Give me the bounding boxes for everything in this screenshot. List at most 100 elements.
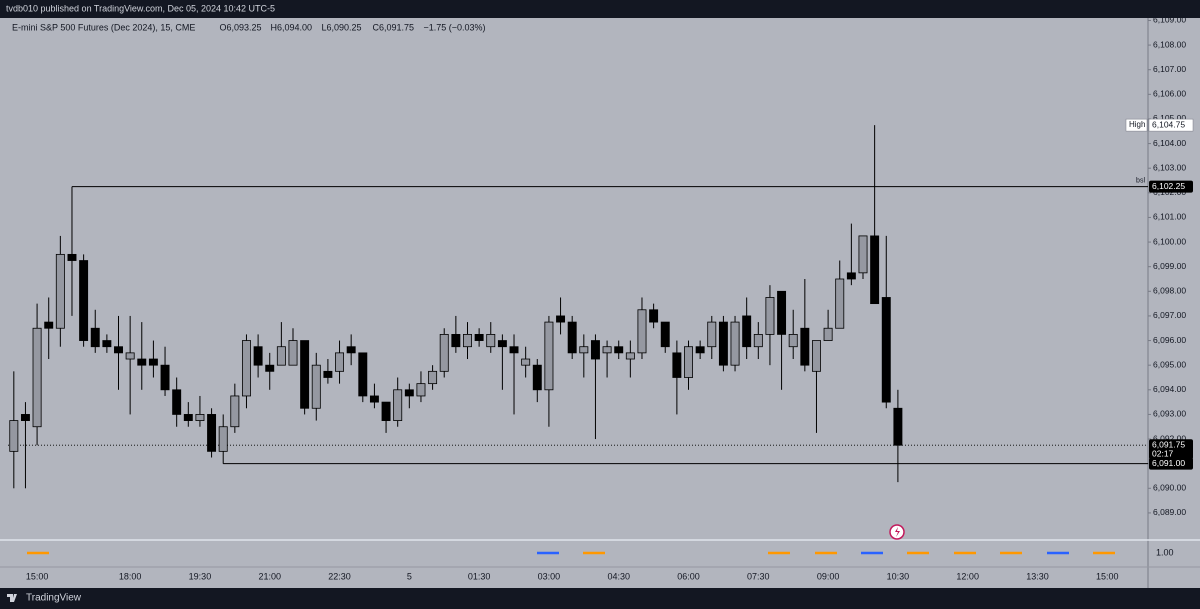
y-tick-label: 6,104.00 bbox=[1153, 138, 1186, 148]
candle-body bbox=[800, 327, 810, 366]
candle-body bbox=[742, 315, 752, 348]
x-tick-label: 19:30 bbox=[189, 571, 212, 581]
candle-body bbox=[497, 340, 507, 348]
y-tick-label: 6,092.00 bbox=[1153, 433, 1186, 443]
candle-body bbox=[207, 414, 217, 452]
y-tick-label: 6,106.00 bbox=[1153, 89, 1186, 99]
candle-body bbox=[637, 309, 647, 354]
x-tick-label: 15:00 bbox=[1096, 571, 1119, 581]
y-tick-label: 6,089.00 bbox=[1153, 507, 1186, 517]
footer-brand: TradingView bbox=[26, 593, 82, 604]
candle-body bbox=[893, 407, 903, 446]
candle-body bbox=[346, 346, 356, 354]
y-tick-label: 6,096.00 bbox=[1153, 335, 1186, 345]
candle-body bbox=[602, 346, 612, 354]
candle-body bbox=[311, 364, 321, 409]
candle-body bbox=[439, 334, 449, 372]
level-box bbox=[1149, 180, 1193, 193]
level-box bbox=[1149, 457, 1193, 470]
ohlc-legend-item: O6,093.25 bbox=[220, 22, 262, 32]
candle-body bbox=[335, 352, 345, 372]
candle-body bbox=[381, 401, 391, 421]
candle-body bbox=[858, 235, 868, 274]
candle-body bbox=[44, 321, 54, 329]
candle-body bbox=[730, 321, 740, 366]
y-tick-label: 6,094.00 bbox=[1153, 384, 1186, 394]
x-tick-label: 5 bbox=[407, 571, 412, 581]
candle-body bbox=[300, 340, 310, 409]
candle-body bbox=[20, 414, 30, 421]
event-icon-bolt bbox=[895, 527, 900, 537]
x-tick-label: 18:00 bbox=[119, 571, 142, 581]
x-tick-label: 06:00 bbox=[677, 571, 700, 581]
x-tick-label: 01:30 bbox=[468, 571, 491, 581]
candle-body bbox=[183, 414, 193, 421]
header-text: tvdb010 published on TradingView.com, De… bbox=[6, 3, 275, 13]
candle-body bbox=[486, 334, 496, 348]
candle-body bbox=[9, 420, 19, 452]
candles bbox=[9, 125, 903, 489]
chart-background bbox=[0, 18, 1200, 588]
candle-body bbox=[846, 272, 856, 280]
chart-title: E-mini S&P 500 Futures (Dec 2024), 15, C… bbox=[12, 22, 195, 32]
candle-body bbox=[241, 340, 251, 397]
indicator-tick-label: 1.00 bbox=[1156, 547, 1174, 557]
candle-body bbox=[532, 364, 542, 391]
candle-body bbox=[707, 321, 717, 348]
x-tick-label: 04:30 bbox=[607, 571, 630, 581]
candle-body bbox=[195, 414, 205, 421]
candle-body bbox=[567, 321, 577, 354]
candle-body bbox=[55, 253, 65, 329]
last-price-label: 6,091.75 bbox=[1152, 439, 1185, 449]
candle-body bbox=[160, 364, 170, 391]
y-tick-label: 6,095.00 bbox=[1153, 359, 1186, 369]
y-tick-label: 6,090.00 bbox=[1153, 483, 1186, 493]
candle-body bbox=[811, 340, 821, 372]
candle-body bbox=[660, 321, 670, 348]
candle-body bbox=[625, 352, 635, 360]
candle-body bbox=[428, 370, 438, 385]
candle-body bbox=[416, 383, 426, 397]
x-tick-label: 09:00 bbox=[817, 571, 840, 581]
x-tick-label: 07:30 bbox=[747, 571, 770, 581]
ohlc-legend-item: C6,091.75 bbox=[373, 22, 415, 32]
level-name: bsl bbox=[1136, 178, 1145, 185]
x-tick-label: 21:00 bbox=[258, 571, 281, 581]
candle-body bbox=[521, 358, 531, 366]
ohlc-legend-item: H6,094.00 bbox=[271, 22, 313, 32]
candle-body bbox=[474, 334, 484, 341]
y-tick-label: 6,100.00 bbox=[1153, 236, 1186, 246]
candle-body bbox=[544, 321, 554, 391]
candle-body bbox=[788, 334, 798, 348]
y-tick-label: 6,105.00 bbox=[1153, 113, 1186, 123]
event-icon bbox=[889, 524, 905, 540]
candle-body bbox=[718, 321, 728, 366]
candle-body bbox=[870, 235, 880, 305]
candle-body bbox=[32, 327, 42, 428]
x-tick-label: 12:00 bbox=[956, 571, 979, 581]
y-tick-label: 6,101.00 bbox=[1153, 212, 1186, 222]
candle-body bbox=[369, 395, 379, 403]
candle-body bbox=[649, 309, 659, 323]
candle-body bbox=[765, 297, 775, 335]
x-tick-label: 22:30 bbox=[328, 571, 351, 581]
x-tick-label: 15:00 bbox=[26, 571, 49, 581]
candle-body bbox=[509, 346, 519, 354]
y-tick-label: 6,109.00 bbox=[1153, 15, 1186, 25]
candle-body bbox=[451, 334, 461, 348]
y-tick-label: 6,103.00 bbox=[1153, 162, 1186, 172]
y-tick-label: 6,108.00 bbox=[1153, 39, 1186, 49]
candle-body bbox=[114, 346, 123, 354]
candle-body bbox=[404, 389, 414, 397]
y-tick-label: 6,098.00 bbox=[1153, 286, 1186, 296]
candle-body bbox=[148, 358, 158, 366]
candle-body bbox=[579, 346, 589, 354]
candle-body bbox=[218, 426, 228, 452]
candle-body bbox=[172, 389, 182, 415]
candle-body bbox=[672, 352, 682, 378]
high-name-box bbox=[1125, 118, 1148, 132]
candle-body bbox=[753, 334, 763, 348]
candle-body bbox=[556, 315, 566, 323]
candle-body bbox=[823, 327, 833, 341]
